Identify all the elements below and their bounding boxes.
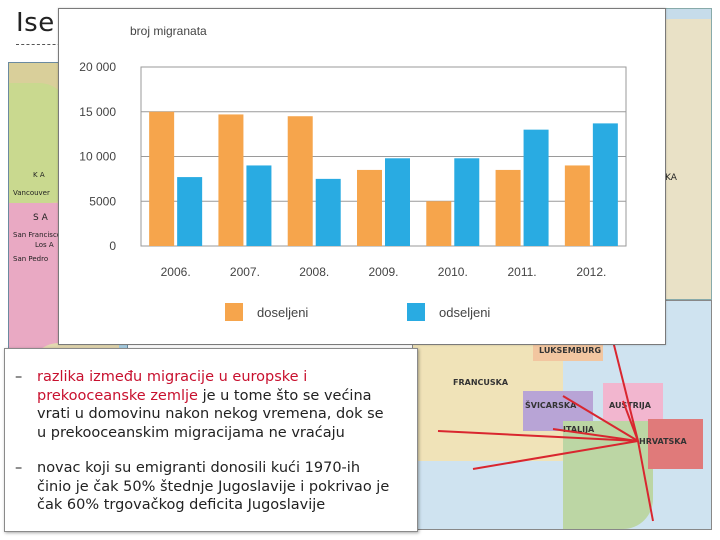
bar-doseljeni-2007	[218, 114, 244, 246]
y-tick-label: 20 000	[79, 60, 116, 74]
bar-doseljeni-2006	[149, 111, 175, 246]
bullet-2: novac koji su emigranti donosili kući 19…	[37, 460, 390, 513]
bar-doseljeni-2012	[564, 165, 590, 246]
bar-odseljeni-2008	[315, 178, 341, 246]
map-label: K A	[33, 171, 45, 179]
bar-odseljeni-2006	[177, 177, 203, 246]
legend-swatch-doseljeni	[225, 303, 243, 321]
bar-doseljeni-2010	[426, 201, 452, 246]
map-label: HRVATSKA	[639, 437, 687, 446]
migration-arrows	[437, 340, 654, 522]
map-label: LUKSEMBURG	[539, 346, 602, 355]
map-label: ITALIJA	[563, 425, 595, 434]
title-underline	[16, 44, 66, 45]
y-tick-label: 0	[109, 239, 116, 253]
map-label: Los A	[35, 241, 54, 249]
map-label: FRANCUSKA	[453, 378, 509, 387]
legend-swatch-odseljeni	[407, 303, 425, 321]
bar-odseljeni-2009	[385, 158, 410, 246]
slide-title: Ise	[16, 8, 55, 38]
bar-odseljeni-2012	[592, 123, 618, 246]
notes-box: – razlika između migracije u europske i …	[4, 348, 418, 532]
map-label: KA	[665, 173, 677, 183]
x-tick-label: 2010.	[438, 265, 468, 279]
chart-canvas: broj migranata 0 5000 10 000 15 000 20 000 2…	[79, 24, 627, 321]
y-tick-label: 5000	[89, 194, 116, 208]
map-label: San Francisco	[13, 231, 62, 239]
x-tick-label: 2012.	[576, 265, 606, 279]
map-label: Vancouver	[13, 189, 50, 197]
map-label: S A	[33, 213, 48, 223]
x-tick-label: 2009.	[368, 265, 398, 279]
y-tick-label: 10 000	[79, 150, 116, 164]
bar-doseljeni-2008	[287, 116, 313, 246]
bar-odseljeni-2011	[523, 129, 549, 246]
x-tick-label: 2008.	[299, 265, 329, 279]
bar-odseljeni-2010	[454, 158, 480, 246]
map-label: San Pedro	[13, 255, 49, 263]
x-tick-label: 2006.	[161, 265, 191, 279]
bullet-marker: –	[15, 369, 23, 385]
bullet-1-highlight: razlika između migracije u europske i pr…	[37, 369, 308, 404]
x-tick-label: 2007.	[230, 265, 260, 279]
y-tick-label: 15 000	[79, 105, 116, 119]
bullet-1: razlika između migracije u europske i pr…	[37, 368, 397, 442]
map-land-austria	[603, 383, 663, 423]
y-axis-title: broj migranata	[130, 24, 207, 38]
migration-bar-chart: broj migranata 0 5000 10 000 15 000 20 000 2…	[58, 8, 666, 345]
map-land-croatia	[648, 419, 703, 469]
bullet-marker: –	[15, 460, 23, 476]
bar-odseljeni-2007	[246, 165, 272, 246]
x-tick-label: 2011.	[508, 265, 537, 279]
legend-label-doseljeni: doseljeni	[257, 305, 308, 320]
bar-doseljeni-2011	[495, 169, 521, 246]
map-label: ŠVICARSKA	[525, 401, 577, 410]
bullet-1-rest: je u tome što se većina vrati u domovinu…	[37, 387, 384, 441]
legend-label-odseljeni: odseljeni	[439, 305, 490, 320]
bar-doseljeni-2009	[357, 169, 382, 246]
